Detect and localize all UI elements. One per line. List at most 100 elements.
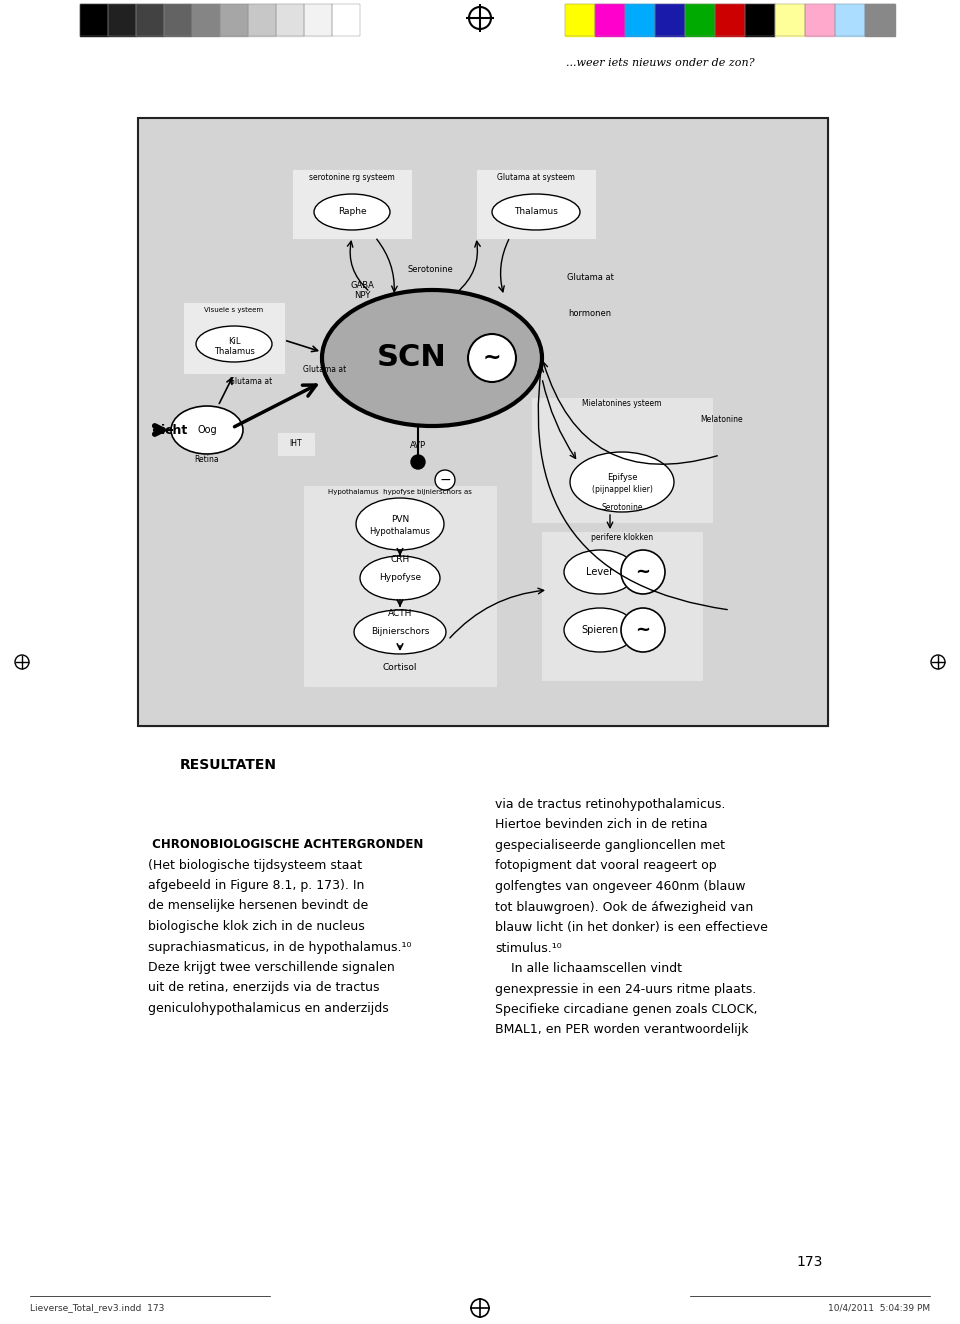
Bar: [542, 532, 702, 681]
Text: gespecialiseerde ganglioncellen met: gespecialiseerde ganglioncellen met: [495, 839, 725, 853]
Bar: [715, 4, 745, 36]
Circle shape: [435, 470, 455, 490]
Text: 173: 173: [797, 1255, 823, 1268]
Bar: [805, 4, 835, 36]
Bar: [865, 4, 895, 36]
Text: Hiertoe bevinden zich in de retina: Hiertoe bevinden zich in de retina: [495, 818, 708, 831]
Bar: [775, 4, 805, 36]
Text: Lieverse_Total_rev3.indd  173: Lieverse_Total_rev3.indd 173: [30, 1304, 164, 1312]
Bar: [835, 4, 865, 36]
Bar: [293, 169, 411, 238]
Bar: [136, 4, 164, 36]
Text: Mielatonines ysteem: Mielatonines ysteem: [583, 400, 661, 409]
Text: (pijnappel klier): (pijnappel klier): [591, 486, 653, 494]
Text: Serotonine: Serotonine: [407, 266, 453, 274]
Text: Thalamus: Thalamus: [213, 347, 254, 356]
Bar: [865, 4, 895, 36]
Bar: [248, 4, 276, 36]
Bar: [835, 4, 865, 36]
Ellipse shape: [492, 195, 580, 230]
Text: Hypothalamus: Hypothalamus: [370, 527, 430, 536]
Text: geniculohypothalamicus en anderzijds: geniculohypothalamicus en anderzijds: [148, 1002, 389, 1016]
Text: NPY: NPY: [354, 291, 371, 301]
Text: CRH: CRH: [391, 556, 410, 564]
Text: Hypofyse: Hypofyse: [379, 573, 421, 583]
Bar: [278, 433, 314, 455]
Bar: [108, 4, 136, 36]
Text: afgebeeld in Figure 8.1, p. 173). In: afgebeeld in Figure 8.1, p. 173). In: [148, 879, 365, 892]
Ellipse shape: [314, 195, 390, 230]
Text: −: −: [439, 473, 451, 487]
Text: ...weer iets nieuws onder de zon?: ...weer iets nieuws onder de zon?: [565, 58, 755, 68]
Ellipse shape: [570, 451, 674, 512]
Bar: [745, 4, 775, 36]
Bar: [595, 4, 625, 36]
Bar: [595, 4, 625, 36]
Bar: [685, 4, 715, 36]
Text: Retina: Retina: [195, 455, 219, 465]
Text: perifere klokken: perifere klokken: [591, 534, 653, 543]
Ellipse shape: [196, 326, 272, 361]
Text: ~: ~: [483, 348, 501, 368]
Text: Lever: Lever: [587, 567, 613, 577]
Bar: [532, 399, 712, 522]
Ellipse shape: [171, 406, 243, 454]
Text: Spieren: Spieren: [582, 625, 618, 636]
Bar: [164, 4, 192, 36]
Text: fotopigment dat vooral reageert op: fotopigment dat vooral reageert op: [495, 859, 716, 873]
Bar: [220, 4, 248, 36]
Bar: [304, 486, 496, 686]
Text: Glutama at: Glutama at: [229, 376, 273, 385]
Ellipse shape: [564, 608, 636, 651]
Text: ~: ~: [636, 621, 651, 639]
Bar: [136, 4, 164, 36]
Text: tot blauwgroen). Ook de áfwezigheid van: tot blauwgroen). Ook de áfwezigheid van: [495, 900, 754, 914]
Text: SCN: SCN: [377, 343, 446, 372]
Text: KiL: KiL: [228, 336, 240, 346]
Bar: [805, 4, 835, 36]
Text: Cortisol: Cortisol: [383, 663, 418, 673]
Bar: [276, 4, 304, 36]
Ellipse shape: [322, 290, 542, 426]
Bar: [625, 4, 655, 36]
Bar: [108, 4, 136, 36]
Bar: [565, 4, 595, 36]
Text: uit de retina, enerzijds via de tractus: uit de retina, enerzijds via de tractus: [148, 981, 379, 994]
Bar: [138, 118, 828, 726]
Text: Raphe: Raphe: [338, 208, 367, 217]
Bar: [655, 4, 685, 36]
Bar: [565, 4, 595, 36]
Text: Oog: Oog: [197, 425, 217, 436]
Bar: [138, 118, 828, 726]
Bar: [192, 4, 220, 36]
Bar: [80, 4, 108, 36]
Text: suprachiasmaticus, in de hypothalamus.¹⁰: suprachiasmaticus, in de hypothalamus.¹⁰: [148, 940, 412, 953]
Text: AVP: AVP: [410, 441, 426, 450]
Ellipse shape: [621, 549, 665, 594]
Bar: [332, 4, 360, 36]
Bar: [477, 169, 595, 238]
Bar: [715, 4, 745, 36]
Text: stimulus.¹⁰: stimulus.¹⁰: [495, 941, 562, 955]
Bar: [304, 4, 332, 36]
Text: PVN: PVN: [391, 515, 409, 524]
Bar: [745, 4, 775, 36]
Text: golfengtes van ongeveer 460nm (blauw: golfengtes van ongeveer 460nm (blauw: [495, 880, 746, 892]
Text: Thalamus: Thalamus: [514, 208, 558, 217]
Text: Specifieke circadiane genen zoals CLOCK,: Specifieke circadiane genen zoals CLOCK,: [495, 1004, 757, 1016]
Text: BMAL1, en PER worden verantwoordelijk: BMAL1, en PER worden verantwoordelijk: [495, 1023, 749, 1037]
Text: (Het biologische tijdsysteem staat: (Het biologische tijdsysteem staat: [148, 858, 362, 871]
Text: In alle lichaamscellen vindt: In alle lichaamscellen vindt: [495, 963, 682, 974]
Bar: [332, 4, 360, 36]
Circle shape: [411, 455, 425, 469]
Text: ACTH: ACTH: [388, 609, 412, 617]
Text: ~: ~: [636, 563, 651, 581]
Bar: [625, 4, 655, 36]
Ellipse shape: [360, 556, 440, 600]
Ellipse shape: [354, 610, 446, 654]
Text: genexpressie in een 24-uurs ritme plaats.: genexpressie in een 24-uurs ritme plaats…: [495, 982, 756, 996]
Text: Melatonine: Melatonine: [700, 416, 743, 425]
Bar: [685, 4, 715, 36]
Text: Visuele s ysteem: Visuele s ysteem: [204, 307, 264, 312]
Ellipse shape: [468, 334, 516, 383]
